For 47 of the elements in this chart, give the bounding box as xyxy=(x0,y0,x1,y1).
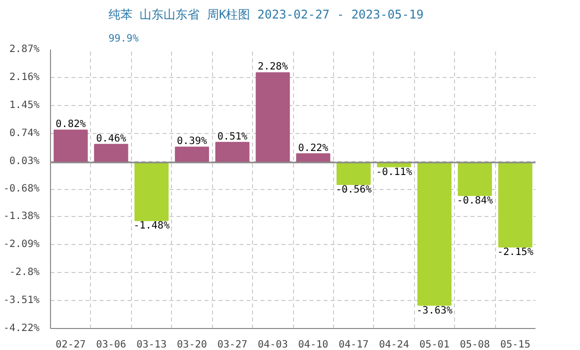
x-tick-label: 04-24 xyxy=(378,340,410,350)
x-tick-label: 05-01 xyxy=(419,340,450,350)
bar xyxy=(498,162,532,248)
x-tick-label: 04-03 xyxy=(258,340,288,350)
x-tick-label: 03-06 xyxy=(96,340,126,350)
data-label: 0.51% xyxy=(217,131,248,142)
data-label: -2.15% xyxy=(497,247,534,258)
data-label: -0.84% xyxy=(456,195,493,206)
data-label: -0.56% xyxy=(336,184,372,196)
bar xyxy=(134,162,169,222)
bar xyxy=(336,162,371,185)
x-tick-label: 03-27 xyxy=(217,340,248,350)
y-tick-label: -3.51% xyxy=(3,295,40,306)
x-tick-label: 05-15 xyxy=(500,340,530,350)
chart-subtitle: 99.9% xyxy=(108,34,139,44)
y-tick-label: -2.09% xyxy=(3,239,40,250)
x-tick-label: 03-13 xyxy=(136,340,167,350)
data-label: 0.22% xyxy=(298,142,328,154)
bar xyxy=(215,142,250,163)
y-tick-label: 1.45% xyxy=(9,100,40,111)
x-tick-label: 04-17 xyxy=(338,340,369,350)
data-label: -3.63% xyxy=(416,305,453,316)
y-tick-label: 2.87% xyxy=(9,44,40,55)
data-label: -0.11% xyxy=(376,166,412,178)
y-tick-label: -1.38% xyxy=(3,211,40,222)
y-tick-label: 0.74% xyxy=(9,128,40,139)
data-label: 0.46% xyxy=(96,133,126,144)
x-tick-label: 04-10 xyxy=(298,340,328,350)
data-label: -1.48% xyxy=(133,220,170,232)
data-label: 2.28% xyxy=(258,62,288,73)
y-tick-label: 2.16% xyxy=(9,72,40,83)
bar xyxy=(256,72,290,163)
bar xyxy=(458,162,492,196)
bar xyxy=(174,146,210,163)
bar xyxy=(417,162,452,306)
bar xyxy=(94,144,128,163)
bar xyxy=(54,130,88,163)
y-tick-label: -0.68% xyxy=(3,184,40,195)
chart-title: 纯苯 山东山东省 周K柱图 2023-02-27 - 2023-05-19 xyxy=(108,8,424,22)
data-label: 0.82% xyxy=(56,119,86,130)
y-tick-label: 0.03% xyxy=(9,156,40,167)
y-tick-label: -2.8% xyxy=(9,267,40,278)
x-tick-label: 05-08 xyxy=(460,340,490,350)
y-tick-label: -4.22% xyxy=(3,323,40,334)
data-label: 0.39% xyxy=(176,136,208,148)
x-tick-label: 03-20 xyxy=(176,340,208,350)
x-tick-label: 02-27 xyxy=(56,340,86,350)
